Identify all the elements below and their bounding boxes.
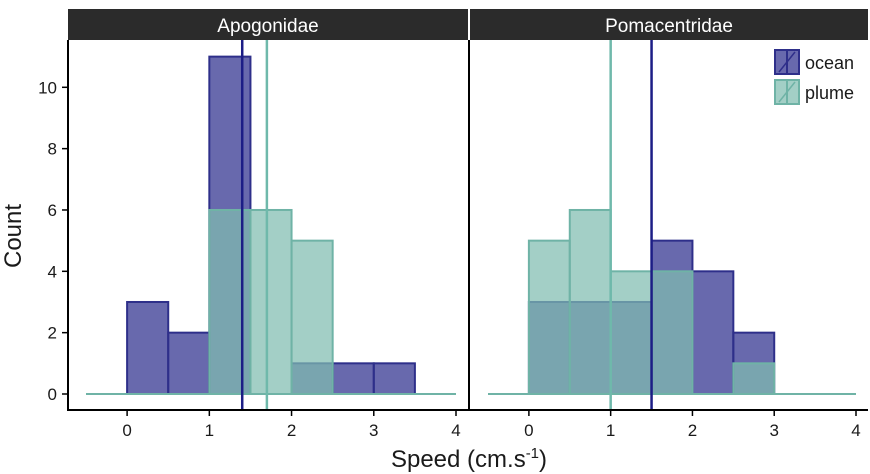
legend-label-plume: plume — [805, 83, 854, 103]
facet-strip-title: Apogonidae — [217, 16, 318, 37]
x-tick-label: 2 — [688, 421, 697, 440]
legend-item-ocean: ocean — [774, 49, 854, 75]
bar-ocean — [167, 331, 211, 396]
x-tick-label: 3 — [769, 421, 778, 440]
bar-plume — [249, 208, 293, 395]
bar-plume — [527, 239, 571, 395]
y-axis-title: Count — [0, 204, 27, 268]
x-axis-title-suffix: ) — [539, 446, 547, 473]
facet-strip-title: Pomacentridae — [605, 16, 733, 37]
y-tick-label: 4 — [48, 262, 57, 281]
y-tick-label: 2 — [48, 324, 57, 343]
legend-item-plume: plume — [774, 79, 854, 105]
y-tick-label: 10 — [38, 78, 57, 97]
bar-plume — [568, 208, 612, 395]
bar-ocean — [691, 270, 735, 396]
bar-plume — [650, 270, 694, 396]
x-tick-label: 2 — [287, 421, 296, 440]
bar-plume — [732, 362, 776, 395]
x-tick-label: 1 — [606, 421, 615, 440]
facet-strip — [470, 9, 868, 40]
panel-apogonidae: Apogonidae 0 1 2 3 4 — [68, 9, 468, 440]
bar-plume — [609, 270, 653, 396]
y-tick-label: 0 — [48, 385, 57, 404]
bar-ocean — [331, 362, 375, 395]
panel-pomacentridae: Pomacentridae 0 1 2 3 4 — [470, 9, 868, 440]
y-tick-label: 6 — [48, 201, 57, 220]
bar-plume — [208, 208, 252, 395]
x-tick-label: 0 — [524, 421, 533, 440]
legend: ocean plume — [774, 49, 854, 105]
y-axis: 0 2 4 6 8 10 — [38, 78, 68, 404]
bar-ocean — [126, 300, 170, 395]
x-axis-title: Speed (cm.s-1) — [391, 445, 547, 473]
x-tick-label: 0 — [122, 421, 131, 440]
x-axis-title-superscript: -1 — [526, 445, 539, 462]
x-tick-label: 1 — [205, 421, 214, 440]
x-tick-label: 4 — [451, 421, 460, 440]
bar-plume — [290, 239, 334, 395]
x-tick-label: 3 — [369, 421, 378, 440]
facet-strip — [68, 9, 468, 40]
legend-label-ocean: ocean — [805, 53, 854, 73]
y-tick-label: 8 — [48, 140, 57, 159]
bar-ocean — [372, 362, 416, 395]
facet-panels: Apogonidae 0 1 2 3 4 Pomacentridae 0 1 2 3 4 — [67, 9, 868, 440]
x-tick-label: 4 — [851, 421, 860, 440]
x-axis-title-main: Speed (cm.s — [391, 446, 526, 473]
